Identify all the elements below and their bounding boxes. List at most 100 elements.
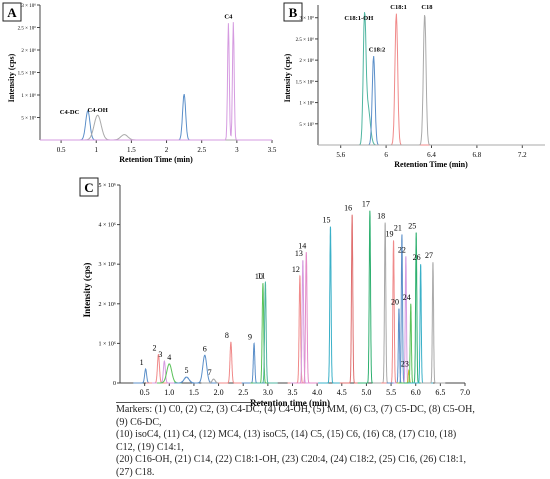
panel-c-y-tick-label: 1 × 10⁶ <box>99 341 116 347</box>
panel-c-peak-number: 21 <box>394 224 402 233</box>
panel-c-y-tick-label: 0 <box>113 381 116 387</box>
panel-b-y-tick-label: 3 × 10⁶ <box>299 16 314 22</box>
legend-line-2: (10) isoC4, (11) C4, (12) MC4, (13) isoC… <box>116 429 457 453</box>
panel-a-chart: A Intensity (cps) Retention Time (min) 0… <box>2 2 277 164</box>
panel-c-peak-number: 1 <box>140 358 144 367</box>
panel-c-peak-number: 6 <box>203 344 207 353</box>
panel-a-x-tick-label: 0.5 <box>57 146 66 154</box>
panel-a-x-tick-label: 3.5 <box>268 146 277 154</box>
panel-c-peak-7 <box>201 378 226 384</box>
panel-c-label: C <box>84 180 93 195</box>
panel-c-peak-2 <box>146 354 171 384</box>
panel-c-peak-number: 26 <box>413 253 421 262</box>
panel-a-xlabel: Retention Time (min) <box>119 155 193 164</box>
panel-a-y-tick-label: 1 × 10⁶ <box>21 93 36 99</box>
panel-c-peak-number: 4 <box>167 353 171 362</box>
panel-c-peak-number: 16 <box>344 204 352 213</box>
panel-b-xlabel: Retention Time (min) <box>394 160 468 169</box>
panel-c-peak-8 <box>218 341 244 384</box>
panel-c-label-box <box>79 177 99 197</box>
panel-b-label-box <box>283 2 303 22</box>
panel-a-series-line-2 <box>40 114 272 141</box>
panel-c-peak-number: 2 <box>152 343 156 352</box>
panel-c-x-tick-label: 3.5 <box>288 388 298 397</box>
panel-a-ylabel: Intensity (cps) <box>7 53 16 102</box>
panel-c-peak-27 <box>420 262 446 384</box>
panel-c-x-tick-label: 5.5 <box>386 388 396 397</box>
panel-a-series-line-1 <box>40 93 272 141</box>
panel-c-y-tick-label: 5 × 10⁶ <box>99 183 116 189</box>
panel-c-x-tick-label: 2.0 <box>214 388 224 397</box>
panel-b-peak-annotation: C18:2 <box>369 47 386 54</box>
panel-a-series-line-3 <box>40 22 272 141</box>
panel-c-peak-number: 17 <box>362 200 370 209</box>
panel-c-x-tick-label: 1.5 <box>189 388 199 397</box>
panel-b-y-tick-label: 1.5 × 10⁶ <box>296 79 315 85</box>
legend-divider <box>116 402 266 403</box>
panel-a-peak-annotation: C4 <box>224 14 233 21</box>
panel-c-peak-number: 23 <box>401 359 409 368</box>
panel-b-x-tick-label: 7.2 <box>518 151 527 159</box>
panel-c-peak-5 <box>174 376 199 384</box>
panel-b-label: B <box>289 5 298 20</box>
panel-b-series-line-2 <box>318 55 545 146</box>
panel-c-x-tick-label: 4.0 <box>312 388 322 397</box>
panel-a-x-tick-label: 1.5 <box>127 146 136 154</box>
panel-c-peak-number: 11 <box>258 271 266 280</box>
panel-c-peak-number: 13 <box>295 249 303 258</box>
panel-b-x-tick-label: 6.8 <box>473 151 482 159</box>
panel-c-peak-6 <box>192 354 218 384</box>
panel-c-x-tick-label: 4.5 <box>337 388 347 397</box>
panel-c-peak-12 <box>287 274 313 384</box>
panel-c-peak-number: 24 <box>403 293 411 302</box>
chromatogram-figure: A Intensity (cps) Retention Time (min) 0… <box>2 2 545 408</box>
panel-c-peak-number: 7 <box>208 368 212 377</box>
panel-b-y-tick-label: 5 × 10⁵ <box>299 122 314 128</box>
panel-c-x-tick-label: 7.0 <box>460 388 470 397</box>
panel-c-y-tick-label: 4 × 10⁶ <box>99 223 116 229</box>
panel-b-peak-annotation: C18 <box>421 4 433 11</box>
panel-c-peak-number: 10 <box>255 272 263 281</box>
panel-a-x-tick-label: 2 <box>165 146 169 154</box>
panel-c-peak-number: 25 <box>408 222 416 231</box>
panel-c-x-tick-label: 1.0 <box>164 388 174 397</box>
panel-c-x-tick-label: 6.5 <box>435 388 445 397</box>
panel-c-peak-number: 19 <box>386 229 394 238</box>
panel-c-peak-number: 27 <box>425 251 433 260</box>
panel-c-x-tick-label: 2.5 <box>238 388 248 397</box>
panel-c-peak-14 <box>294 252 319 384</box>
panel-c-peak-number: 15 <box>322 216 330 225</box>
panel-c-peak-number: 20 <box>391 298 399 307</box>
panel-a-x-tick-label: 3 <box>235 146 239 154</box>
panel-c-xlabel: Retention time (min) <box>250 398 330 408</box>
panel-c-peak-number: 12 <box>292 265 300 274</box>
panel-c-peak-1 <box>133 367 158 384</box>
panel-b-chart: B Intensity (cps) Retention Time (min) 5… <box>283 2 545 169</box>
panel-b-y-tick-label: 1 × 10⁶ <box>299 101 314 107</box>
panel-a-x-tick-label: 1 <box>94 146 98 154</box>
panel-c-x-tick-label: 6.0 <box>411 388 421 397</box>
panel-c-peak-13 <box>290 260 316 384</box>
panel-c-peak-16 <box>339 214 365 384</box>
panel-b-x-tick-label: 6 <box>384 151 388 159</box>
panel-c-peak-10 <box>250 283 276 384</box>
panel-c-peak-3 <box>152 359 177 384</box>
panel-a-y-tick-label: 5 × 10⁵ <box>21 116 36 122</box>
panel-c-ylabel: Intensity (cps) <box>82 263 92 318</box>
panel-a-peak-annotation: C4-OH <box>88 107 108 114</box>
panel-b-y-tick-label: 2.5 × 10⁶ <box>296 37 315 43</box>
panel-b-y-tick-label: 2 × 10⁶ <box>299 58 314 64</box>
panel-c-peak-number: 8 <box>225 331 229 340</box>
legend-line-1: Markers: (1) C0, (2) C2, (3) C4-DC, (4) … <box>116 404 475 428</box>
panel-a-label: A <box>7 5 17 20</box>
panel-c-x-tick-label: 3.0 <box>263 388 273 397</box>
panel-c-peak-15 <box>318 226 343 384</box>
panel-a-x-tick-label: 2.5 <box>197 146 206 154</box>
panel-c-x-tick-label: 0.5 <box>140 388 150 397</box>
panel-c-peak-number: 3 <box>158 350 162 359</box>
panel-c-x-tick-label: 5.0 <box>361 388 371 397</box>
panel-c-y-tick-label: 3 × 10⁶ <box>99 262 116 268</box>
panel-b-peak-annotation: C18:1 <box>390 4 407 11</box>
panel-b-ylabel: Intensity (cps) <box>283 53 292 102</box>
panel-c-peak-number: 14 <box>298 241 306 250</box>
